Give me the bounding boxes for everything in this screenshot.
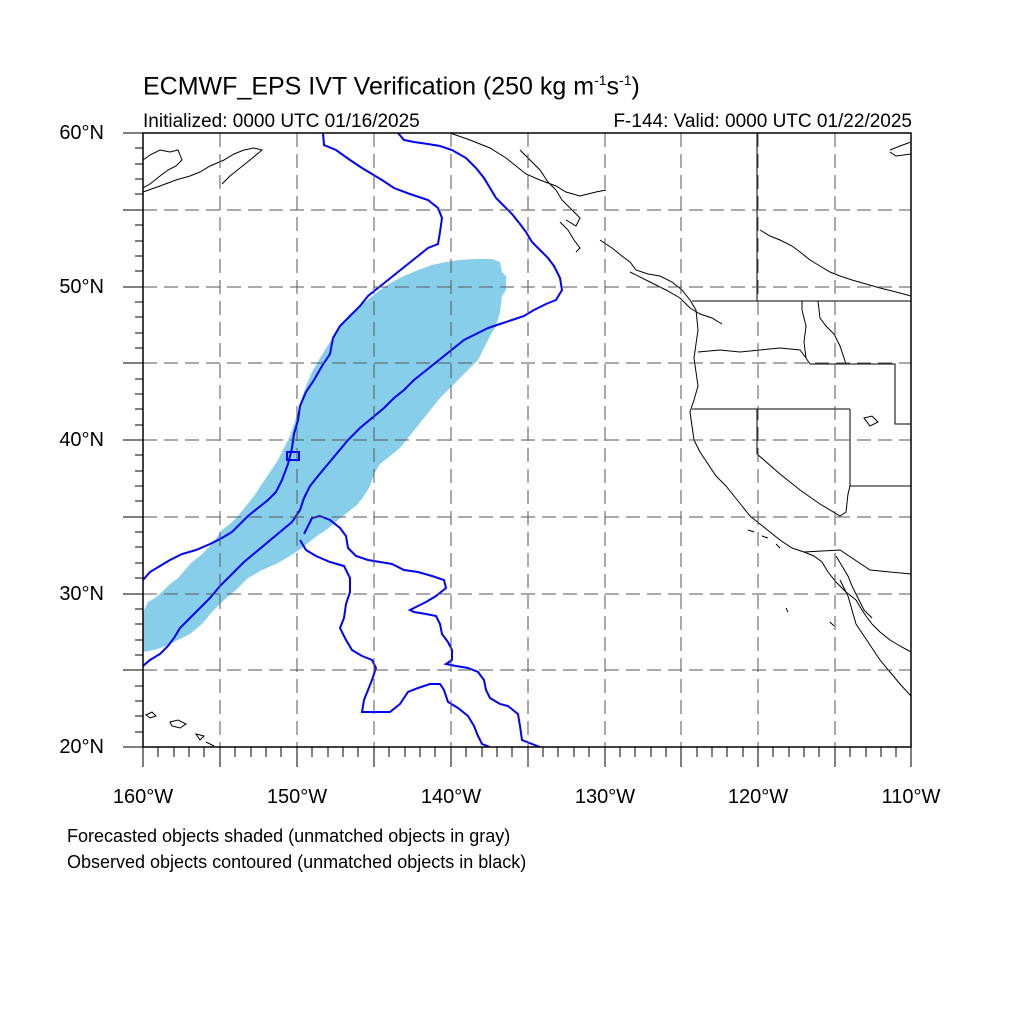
lon-label-160: 160°W xyxy=(112,786,174,808)
initialized-time: Initialized: 0000 UTC 01/16/2025 xyxy=(143,111,420,132)
valid-time: F-144: Valid: 0000 UTC 01/22/2025 xyxy=(613,111,912,132)
lat-lon-grid xyxy=(143,133,911,747)
lon-label-130: 130°W xyxy=(574,786,636,808)
observed-contour-main-inner xyxy=(143,133,564,667)
lat-label-40: 40°N xyxy=(59,429,104,451)
lat-label-30: 30°N xyxy=(59,583,104,605)
observed-contour-small xyxy=(286,451,300,461)
coastlines xyxy=(143,133,911,747)
observed-contour-south-2 xyxy=(299,539,491,747)
lon-label-120: 120°W xyxy=(727,786,789,808)
political-boundaries xyxy=(692,133,911,575)
observed-contour-main xyxy=(143,133,444,581)
plot-frame xyxy=(142,132,912,748)
legend-observed-note: Observed objects contoured (unmatched ob… xyxy=(67,852,527,872)
lat-label-20: 20°N xyxy=(59,736,104,758)
lat-label-50: 50°N xyxy=(59,276,104,298)
observed-contour-south xyxy=(303,514,541,747)
forecast-ivt-object xyxy=(143,259,506,652)
lon-label-140: 140°W xyxy=(420,786,482,808)
lon-label-110: 110°W xyxy=(881,786,941,808)
tick-marks xyxy=(123,132,912,767)
lat-label-60: 60°N xyxy=(59,122,104,144)
chart-title: ECMWF_EPS IVT Verification (250 kg m-1s-… xyxy=(143,72,640,101)
lon-label-150: 150°W xyxy=(266,786,328,808)
legend-forecast-note: Forecasted objects shaded (unmatched obj… xyxy=(67,826,511,846)
